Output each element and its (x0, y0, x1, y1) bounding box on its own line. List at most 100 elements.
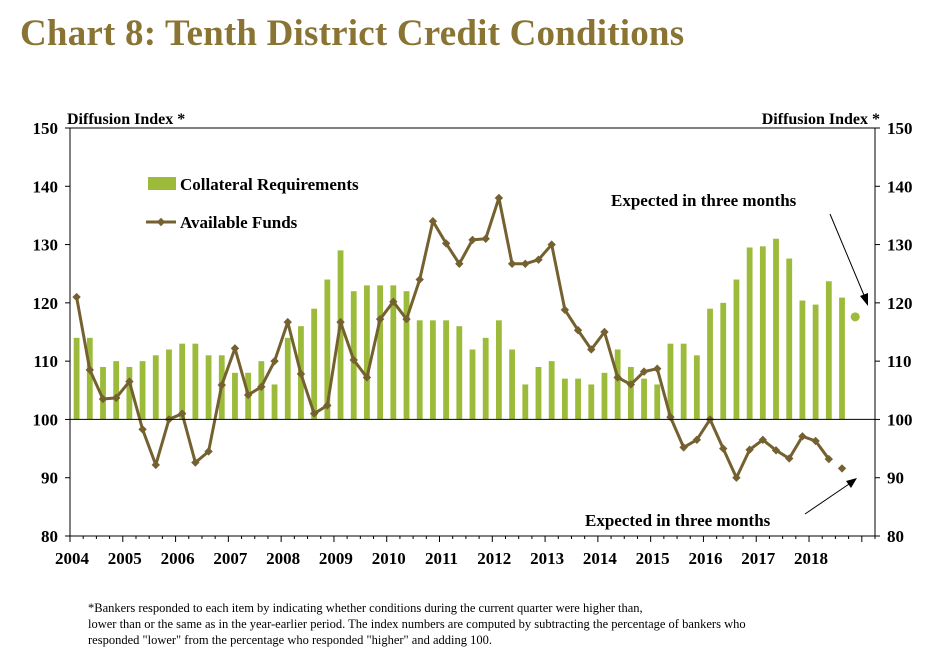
collateral-bar (126, 366, 133, 420)
available-funds-point (573, 326, 583, 335)
available-funds-point (600, 327, 609, 337)
available-funds-point (455, 259, 464, 269)
collateral-bar (812, 304, 819, 420)
annotation-lower-arrowhead (846, 478, 857, 488)
annotation-lower-arrow (804, 481, 853, 515)
x-tick-label: 2011 (425, 549, 458, 568)
available-funds-point (217, 380, 226, 390)
available-funds-point (547, 240, 556, 249)
footnote-line-2: lower than or the same as in the year-ea… (88, 617, 746, 631)
collateral-bar (430, 320, 436, 420)
collateral-bar (443, 320, 450, 420)
y-tick-label-left: 140 (33, 177, 59, 196)
available-funds-point (283, 317, 292, 327)
annotation-upper: Expected in three months (611, 191, 797, 210)
collateral-bar (641, 378, 647, 420)
collateral-bar (693, 355, 700, 420)
collateral-bar (469, 349, 476, 420)
annotation-lower: Expected in three months (585, 511, 771, 530)
collateral-bar (535, 366, 542, 420)
collateral-bar (509, 349, 515, 420)
available-funds-point (349, 355, 358, 365)
available-funds-point (111, 393, 121, 403)
collateral-bar (522, 384, 529, 420)
collateral-bar (416, 320, 423, 420)
collateral-bar (179, 343, 186, 420)
available-funds-point (191, 458, 200, 467)
collateral-bar (588, 384, 595, 420)
y-tick-label-right: 120 (887, 294, 913, 313)
collateral-bar (720, 302, 727, 420)
y-tick-label-left: 100 (33, 410, 59, 429)
collateral-bar (561, 378, 568, 420)
y-tick-label-right: 140 (887, 177, 913, 196)
x-tick-label: 2010 (372, 549, 406, 568)
x-tick-label: 2005 (108, 549, 142, 568)
available-funds-point (138, 425, 147, 434)
available-funds-point (98, 394, 108, 404)
collateral-bar (575, 378, 581, 420)
y-tick-label-left: 80 (41, 527, 58, 546)
available-funds-point (745, 445, 754, 454)
collateral-bar (456, 326, 463, 420)
x-tick-label: 2014 (583, 549, 618, 568)
footnote-line-3: responded "lower" from the percentage wh… (88, 633, 492, 647)
legend: Collateral Requirements Available Funds (146, 175, 359, 232)
collateral-bar (390, 285, 397, 420)
collateral-bar (324, 279, 331, 420)
annotation-upper-arrowhead (860, 293, 868, 306)
x-tick-label: 2015 (636, 549, 670, 568)
annotation-upper-arrow (829, 213, 867, 301)
collateral-bar (192, 343, 199, 420)
collateral-bar (799, 300, 806, 420)
collateral-bar (284, 337, 291, 420)
available-funds-point (389, 297, 398, 306)
collateral-bar (113, 361, 120, 420)
y-tick-label-left: 110 (33, 352, 58, 371)
y-tick-label-right: 110 (887, 352, 912, 371)
available-funds-point (375, 314, 385, 324)
available-funds-point (309, 409, 319, 418)
available-funds-point (72, 292, 81, 302)
available-funds-expected-point (837, 464, 847, 473)
y-tick-label-right: 100 (887, 410, 913, 429)
collateral-bar (601, 372, 608, 420)
available-funds-point (204, 447, 213, 456)
collateral-bar (152, 355, 159, 420)
collateral-bar (667, 343, 674, 420)
legend-swatch-marker (156, 217, 166, 227)
footnote-line-1: *Bankers responded to each item by indic… (88, 601, 643, 615)
collateral-bar (271, 384, 278, 420)
available-funds-point (481, 234, 490, 243)
credit-conditions-chart: 80 80 90 90 100 100 110 110 120 120 130 130 140 140 15… (33, 111, 913, 568)
available-funds-point (428, 217, 438, 226)
available-funds-point (494, 193, 504, 203)
available-funds-point (560, 305, 570, 315)
collateral-bar (86, 337, 93, 420)
axes: 80 80 90 90 100 100 110 110 120 120 130 130 140 140 15… (33, 111, 913, 568)
y-tick-label-left: 130 (33, 236, 59, 255)
x-tick-label: 2006 (161, 549, 195, 568)
collateral-bar (232, 372, 238, 420)
collateral-bar (482, 337, 489, 420)
collateral-bar (773, 238, 779, 420)
available-funds-series (72, 193, 847, 482)
available-funds-point (613, 373, 622, 382)
plot-frame (69, 127, 876, 537)
collateral-bar (614, 349, 621, 420)
x-tick-label: 2013 (530, 549, 564, 568)
x-tick-label: 2004 (55, 549, 90, 568)
available-funds-point (626, 380, 636, 389)
available-funds-point (653, 364, 662, 373)
available-funds-point (468, 235, 477, 245)
available-funds-point (257, 382, 266, 391)
y-tick-label-right: 150 (887, 119, 913, 138)
y-tick-label-right: 90 (887, 469, 904, 488)
x-tick-label: 2009 (319, 549, 353, 568)
collateral-bar (337, 250, 344, 420)
available-funds-point (679, 443, 688, 452)
x-tick-label: 2017 (741, 549, 776, 568)
available-funds-point (125, 377, 134, 386)
available-funds-point (177, 409, 187, 418)
available-funds-point (362, 373, 372, 382)
